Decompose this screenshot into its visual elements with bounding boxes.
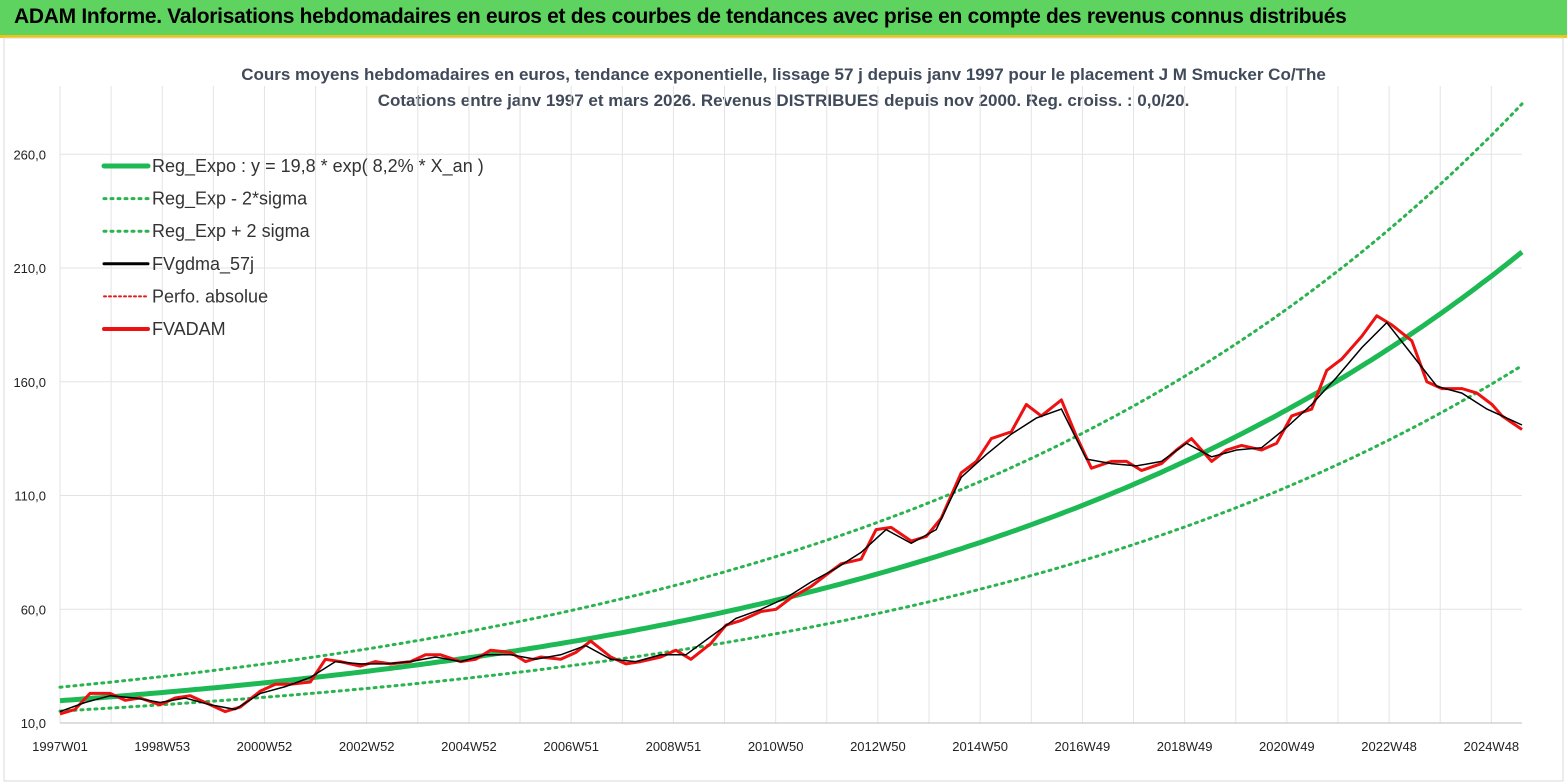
- y-tick-label: 210,0: [13, 261, 46, 276]
- x-tick-label: 2018W49: [1157, 739, 1213, 754]
- y-tick-label: 110,0: [14, 489, 46, 504]
- x-tick-label: 2000W52: [237, 739, 293, 754]
- x-tick-label: 2002W52: [339, 739, 395, 754]
- x-axis: 1997W01 1998W53 2000W52 2002W52 2004W52 2006W…: [32, 739, 1519, 754]
- legend: Reg_Expo : y = 19,8 * exp( 8,2% * X_an )…: [101, 156, 484, 339]
- legend-label: Reg_Exp + 2 sigma: [152, 221, 311, 242]
- series-reg-expo: [59, 250, 1524, 704]
- series-group: [58, 102, 1524, 716]
- x-tick-label: 2016W49: [1055, 739, 1111, 754]
- y-axis: 10,0 60,0 110,0 160,0 210,0 260,0: [13, 147, 46, 731]
- x-tick-label: 2010W50: [748, 739, 804, 754]
- x-tick-label: 2020W49: [1259, 739, 1315, 754]
- y-tick-label: 60,0: [21, 602, 46, 617]
- series-fvgdma-57j: [59, 321, 1523, 713]
- chart-title-line2: Cotations entre janv 1997 et mars 2026. …: [377, 91, 1190, 110]
- report-title: ADAM Informe. Valorisations hebdomadaire…: [14, 5, 1347, 28]
- y-tick-label: 10,0: [21, 716, 46, 731]
- x-tick-label: 2022W48: [1361, 739, 1417, 754]
- legend-label: FVADAM: [152, 319, 226, 339]
- legend-label: Perfo. absolue: [152, 286, 268, 306]
- legend-label: FVgdma_57j: [152, 254, 254, 275]
- series-reg-exp-plus-2sigma: [58, 102, 1524, 689]
- x-tick-label: 1997W01: [32, 739, 88, 754]
- x-tick-label: 2004W52: [441, 739, 497, 754]
- legend-label: Reg_Exp - 2*sigma: [152, 189, 308, 210]
- chart-title-line1: Cours moyens hebdomadaires en euros, ten…: [241, 65, 1326, 84]
- x-tick-label: 1998W53: [134, 739, 190, 754]
- x-tick-label: 2014W50: [952, 739, 1008, 754]
- y-tick-label: 160,0: [13, 375, 46, 390]
- series-reg-exp-minus-2sigma: [58, 364, 1524, 713]
- x-tick-label: 2008W51: [646, 739, 702, 754]
- series-fvadam: [59, 314, 1523, 716]
- x-tick-label: 2024W48: [1464, 739, 1520, 754]
- legend-label: Reg_Expo : y = 19,8 * exp( 8,2% * X_an ): [152, 156, 484, 177]
- x-tick-label: 2012W50: [850, 739, 906, 754]
- chart-title: Cours moyens hebdomadaires en euros, ten…: [0, 62, 1567, 114]
- x-tick-label: 2006W51: [543, 739, 599, 754]
- report-banner: ADAM Informe. Valorisations hebdomadaire…: [0, 0, 1567, 38]
- chart-frame-border: [3, 37, 1564, 782]
- y-tick-label: 260,0: [13, 147, 46, 162]
- grid: [59, 86, 1522, 724]
